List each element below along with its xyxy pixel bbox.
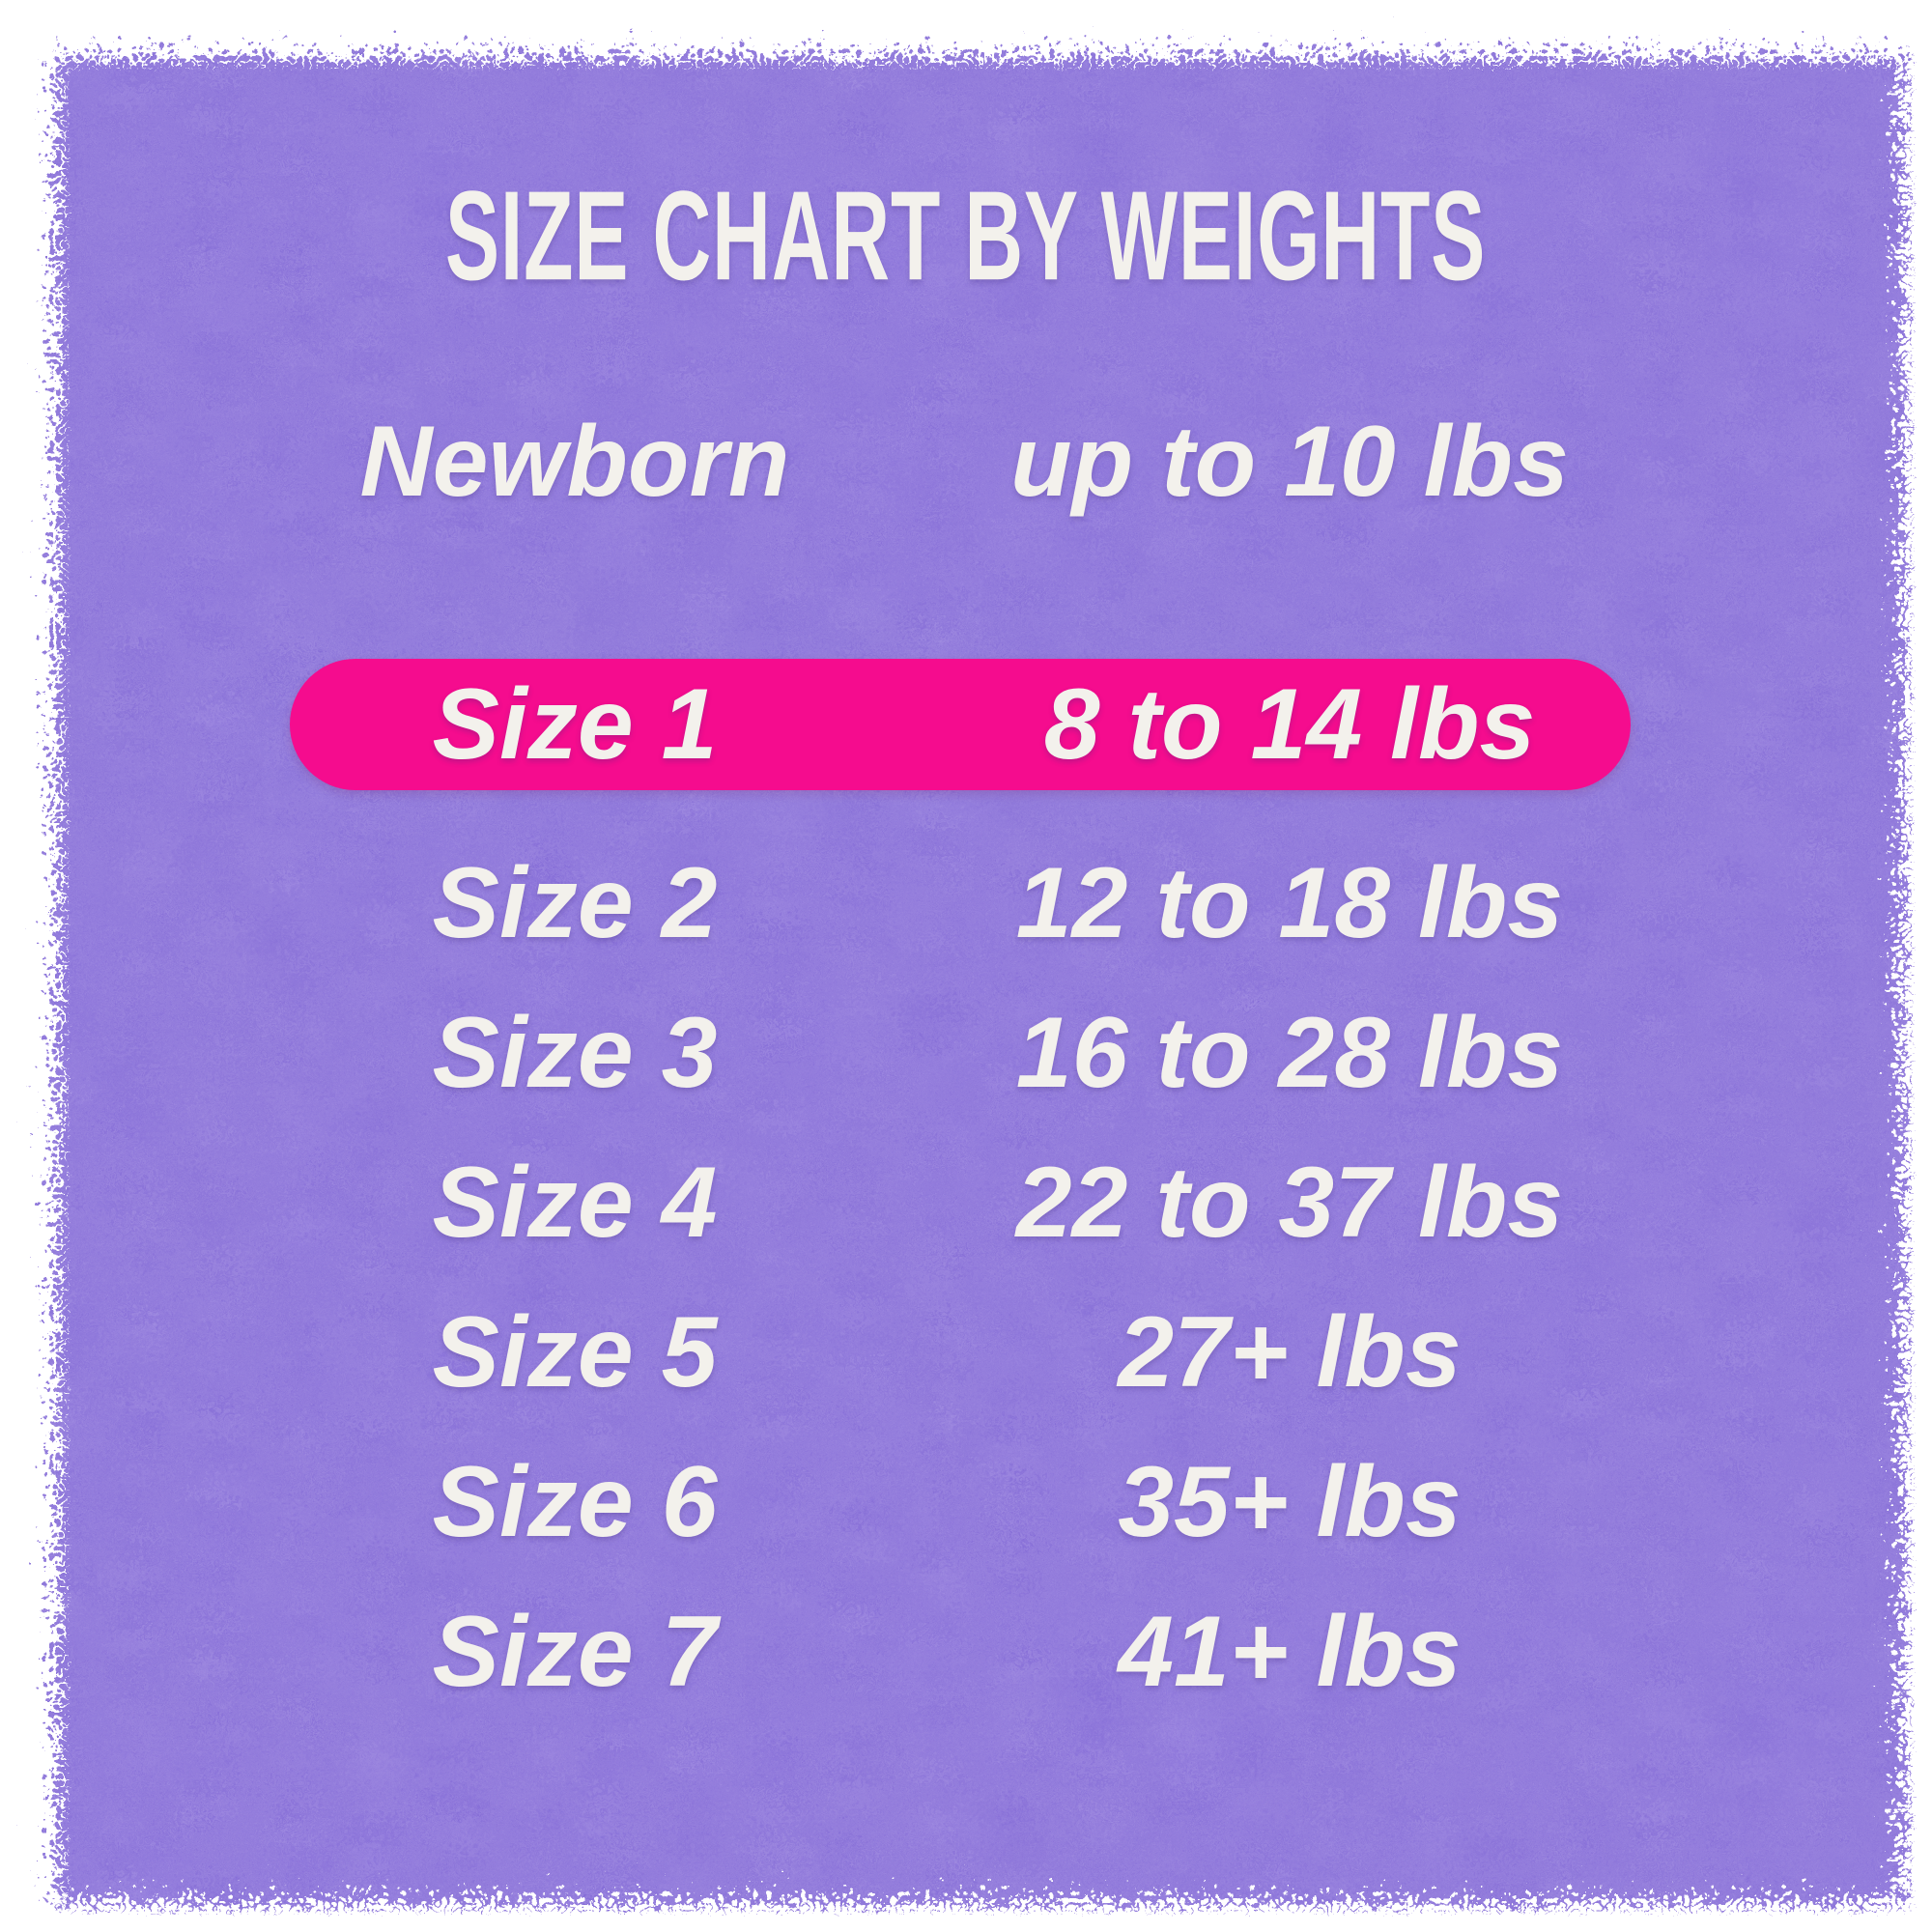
weight-cell: 22 to 37 lbs bbox=[1015, 1146, 1564, 1259]
table-row: Size 4 22 to 37 lbs bbox=[0, 1125, 1932, 1280]
table-row: Size 7 41+ lbs bbox=[0, 1575, 1932, 1729]
size-cell: Size 7 bbox=[432, 1595, 718, 1708]
table-row: Size 3 16 to 28 lbs bbox=[0, 976, 1932, 1130]
weight-cell: up to 10 lbs bbox=[1010, 405, 1569, 518]
weight-cell: 27+ lbs bbox=[1118, 1295, 1462, 1408]
table-row: Size 6 35+ lbs bbox=[0, 1425, 1932, 1579]
size-cell: Newborn bbox=[359, 405, 790, 518]
size-cell: Size 3 bbox=[432, 996, 718, 1109]
weight-cell: 8 to 14 lbs bbox=[1043, 668, 1536, 781]
highlight-band bbox=[290, 659, 1631, 790]
weight-cell: 41+ lbs bbox=[1118, 1595, 1462, 1708]
weight-cell: 16 to 28 lbs bbox=[1015, 996, 1564, 1109]
size-cell: Size 1 bbox=[432, 668, 718, 781]
table-row: Size 2 12 to 18 lbs bbox=[0, 826, 1932, 980]
table-row: Size 5 27+ lbs bbox=[0, 1275, 1932, 1430]
size-cell: Size 5 bbox=[432, 1295, 718, 1408]
chart-title-text: SIZE CHART BY WEIGHTS bbox=[445, 163, 1487, 306]
size-cell: Size 6 bbox=[432, 1445, 718, 1558]
size-cell: Size 2 bbox=[432, 846, 718, 959]
weight-cell: 12 to 18 lbs bbox=[1015, 846, 1564, 959]
table-row: Newborn up to 10 lbs bbox=[0, 384, 1932, 539]
chart-title: SIZE CHART BY WEIGHTS bbox=[0, 163, 1932, 306]
size-cell: Size 4 bbox=[432, 1146, 718, 1259]
weight-cell: 35+ lbs bbox=[1118, 1445, 1462, 1558]
table-row: Size 1 8 to 14 lbs bbox=[0, 647, 1932, 802]
